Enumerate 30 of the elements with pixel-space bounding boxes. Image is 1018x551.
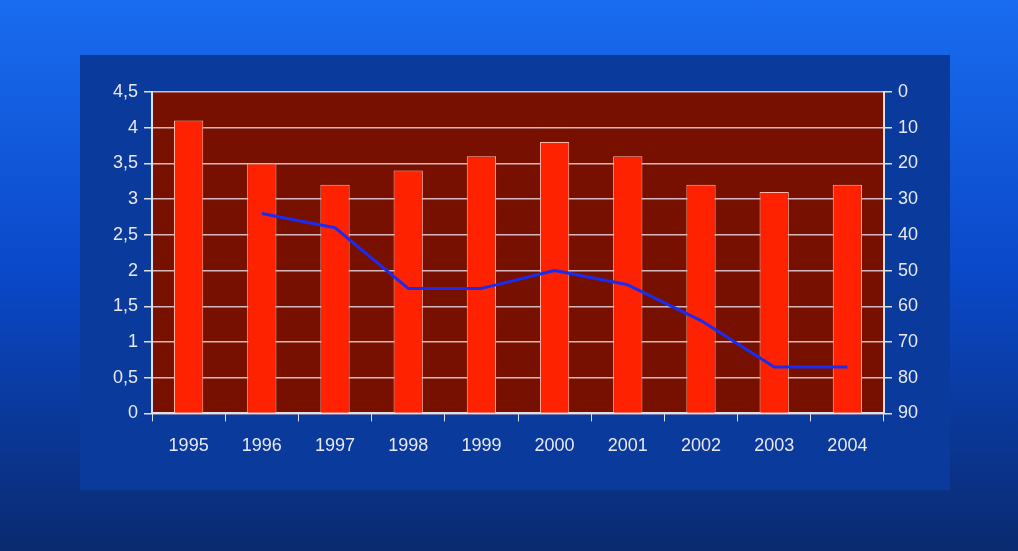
y2-tick-label: 50 xyxy=(897,259,919,280)
x-tick-label: 2001 xyxy=(607,435,648,456)
x-tick-label: 1998 xyxy=(388,435,429,456)
y2-tick-label: 10 xyxy=(897,116,919,137)
x-tick-label: 1997 xyxy=(314,435,356,456)
y2-tick-label: 90 xyxy=(897,402,919,423)
x-tick-label: 2003 xyxy=(754,435,795,456)
y2-tick-label: 20 xyxy=(897,152,919,173)
y-tick-label: 1,5 xyxy=(112,295,139,316)
y-tick-label: 0 xyxy=(128,402,139,423)
y2-tick-label: 60 xyxy=(897,295,919,316)
y-tick-label: 3 xyxy=(128,188,139,209)
x-tick-label: 1996 xyxy=(241,435,282,456)
y2-tick-label: 80 xyxy=(897,366,919,387)
y-tick-label: 2,5 xyxy=(112,223,139,244)
y-tick-label: 4,5 xyxy=(112,80,139,101)
x-tick-label: 1999 xyxy=(461,435,502,456)
y-tick-label: 3,5 xyxy=(112,152,139,173)
y2-tick-label: 70 xyxy=(897,330,919,351)
y-tick-label: 4 xyxy=(128,116,139,137)
x-tick-label: 1995 xyxy=(168,435,209,456)
y-tick-label: 0,5 xyxy=(112,366,139,387)
y2-tick-label: 40 xyxy=(897,223,919,244)
x-tick-label: 2000 xyxy=(534,435,575,456)
x-tick-label: 2004 xyxy=(827,435,868,456)
x-tick-label: 2002 xyxy=(680,435,722,456)
y2-tick-label: 0 xyxy=(897,80,908,101)
y2-tick-label: 30 xyxy=(897,188,919,209)
y-tick-label: 1 xyxy=(128,330,139,351)
y-tick-label: 2 xyxy=(128,259,139,280)
